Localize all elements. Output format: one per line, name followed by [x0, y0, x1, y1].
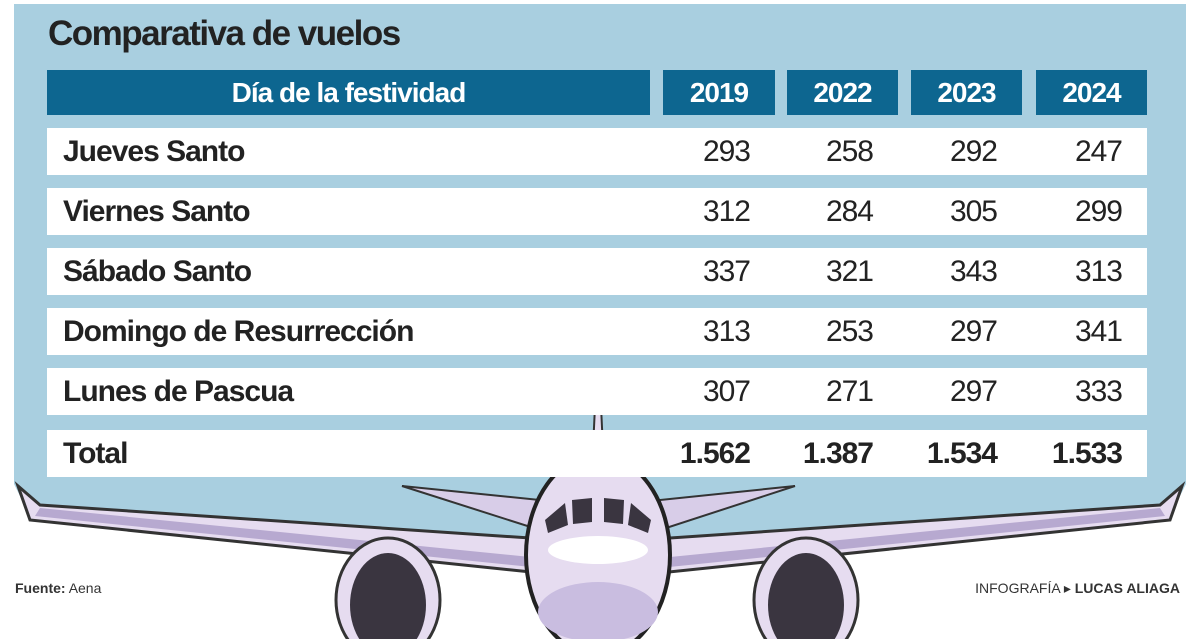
- table-cell: 247: [1074, 134, 1123, 168]
- row-label: Jueves Santo: [47, 128, 650, 175]
- table-cell: 271: [825, 374, 874, 408]
- column-header: 2023: [911, 70, 1022, 115]
- table-cell: 321: [825, 254, 874, 288]
- credit-name: LUCAS ALIAGA: [1074, 580, 1180, 596]
- table-cell: 1.533: [1051, 436, 1123, 470]
- table-cell: 297: [949, 314, 998, 348]
- table-cell: 1.534: [926, 436, 998, 470]
- row-label: Domingo de Resurrección: [47, 308, 650, 355]
- engine-left-icon: [334, 536, 442, 639]
- table-cell: 343: [949, 254, 998, 288]
- row-label: Total: [47, 430, 650, 477]
- column-header: 2024: [1036, 70, 1147, 115]
- table-cell: 337: [702, 254, 751, 288]
- column-header: 2019: [663, 70, 775, 115]
- table-cell: 297: [949, 374, 998, 408]
- row-label: Lunes de Pascua: [47, 368, 650, 415]
- table-cell: 293: [702, 134, 751, 168]
- credit-label: INFOGRAFÍA: [975, 580, 1060, 596]
- row-label: Viernes Santo: [47, 188, 650, 235]
- table-cell: 313: [702, 314, 751, 348]
- table-cell: 299: [1074, 194, 1123, 228]
- credit-arrow-icon: ▸: [1063, 580, 1071, 596]
- source-note: Fuente: Aena: [15, 580, 101, 596]
- source-label: Fuente:: [15, 580, 66, 596]
- cockpit-windows-icon: [545, 498, 651, 533]
- table-cell: 305: [949, 194, 998, 228]
- table-cell: 284: [825, 194, 874, 228]
- page-title: Comparativa de vuelos: [48, 14, 401, 53]
- engine-right-icon: [752, 536, 860, 639]
- table-cell: 312: [702, 194, 751, 228]
- column-header: 2022: [787, 70, 898, 115]
- row-label: Sábado Santo: [47, 248, 650, 295]
- credit-note: INFOGRAFÍA ▸ LUCAS ALIAGA: [975, 580, 1180, 597]
- table-cell: 313: [1074, 254, 1123, 288]
- table-cell: 1.562: [679, 436, 751, 470]
- table-cell: 307: [702, 374, 751, 408]
- table-cell: 258: [825, 134, 874, 168]
- table-cell: 253: [825, 314, 874, 348]
- table-cell: 1.387: [802, 436, 874, 470]
- source-value: Aena: [68, 580, 102, 596]
- table-cell: 333: [1074, 374, 1123, 408]
- table-cell: 292: [949, 134, 998, 168]
- column-header: Día de la festividad: [47, 70, 650, 115]
- table-cell: 341: [1074, 314, 1123, 348]
